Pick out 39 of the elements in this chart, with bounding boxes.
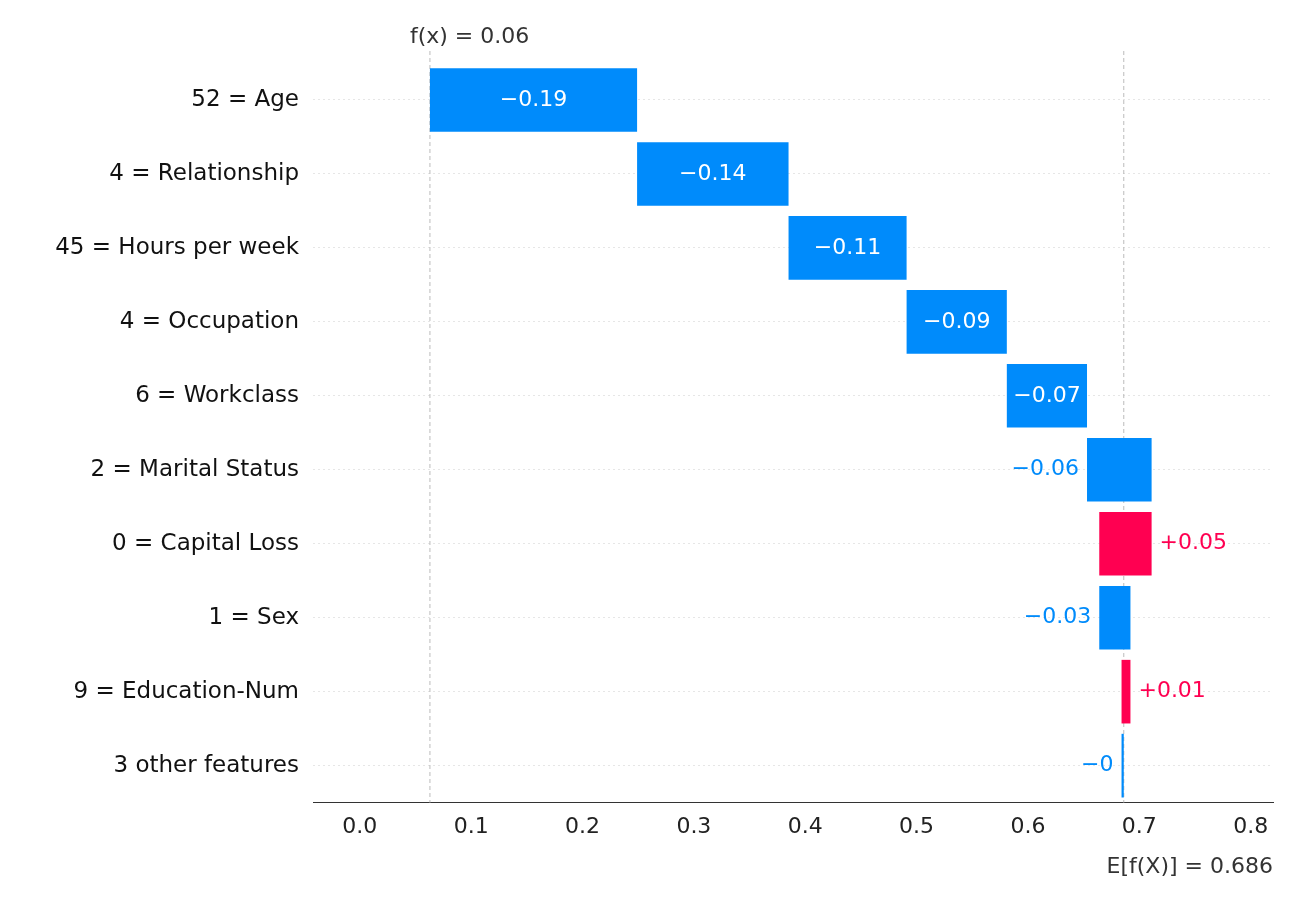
x-tick-label: 0.4 [787, 812, 823, 838]
x-tick-label: 0.0 [342, 812, 378, 838]
data-label: −0.07 [1013, 381, 1081, 407]
x-tick-label: 0.8 [1233, 812, 1269, 838]
y-tick-label: 4 = Relationship [109, 158, 299, 185]
x-tick-label: 0.3 [676, 812, 712, 838]
bar [906, 290, 1007, 354]
bar [637, 142, 789, 206]
data-label: −0 [1081, 751, 1114, 777]
x-tick-label: 0.2 [565, 812, 601, 838]
data-label: −0.03 [1023, 603, 1092, 629]
y-tick-label: 2 = Marital Status [90, 454, 299, 481]
bar [429, 68, 638, 132]
data-label: −0.14 [679, 159, 747, 185]
ref-line-label: E[f(X)] = 0.686 [1106, 852, 1273, 878]
y-tick-label: 3 other features [113, 750, 299, 777]
data-label: −0.06 [1011, 455, 1080, 481]
x-tick-label: 0.7 [1121, 812, 1157, 838]
data-label: −0.19 [499, 85, 568, 111]
y-tick-label: 52 = Age [191, 84, 299, 111]
bar [788, 216, 907, 280]
data-label: −0.09 [923, 307, 991, 333]
y-tick-label: 6 = Workclass [135, 380, 299, 407]
y-tick-label: 4 = Occupation [119, 306, 299, 333]
bar [1087, 437, 1152, 502]
x-tick-label: 0.1 [453, 812, 489, 838]
data-label: +0.01 [1138, 677, 1206, 703]
y-tick-label: 1 = Sex [208, 602, 299, 629]
y-tick-label: 45 = Hours per week [55, 232, 300, 259]
bar [1006, 364, 1088, 428]
data-label: +0.05 [1159, 529, 1228, 555]
y-tick-label: 9 = Education-Num [73, 676, 299, 703]
bar [1099, 585, 1131, 650]
y-tick-label: 0 = Capital Loss [112, 528, 299, 555]
ref-line-label: f(x) = 0.06 [409, 23, 530, 48]
x-tick-label: 0.5 [899, 812, 935, 838]
x-tick-label: 0.6 [1010, 812, 1046, 838]
data-label: −0.11 [813, 233, 882, 259]
bar [1099, 511, 1152, 576]
